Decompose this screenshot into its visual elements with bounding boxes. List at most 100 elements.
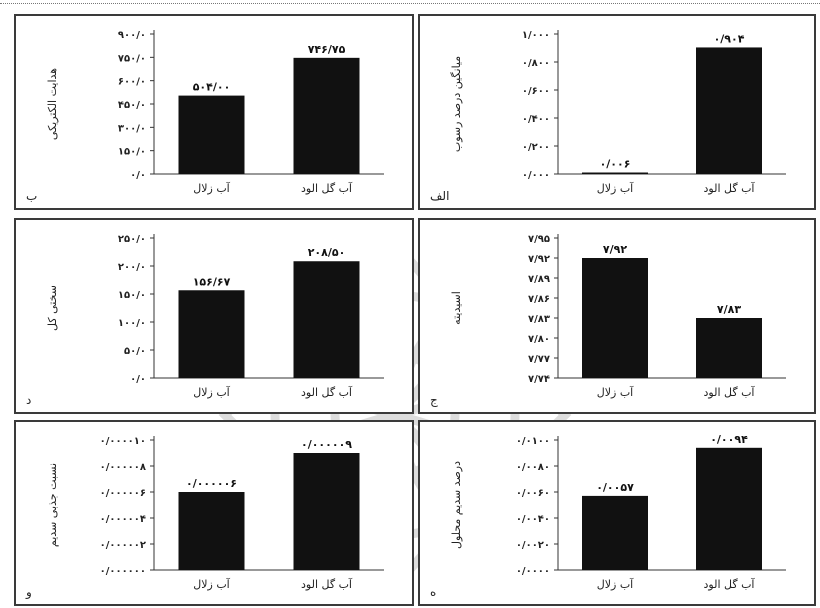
bar-value-label: ۰/۰۰۶ (600, 158, 631, 171)
bar (582, 495, 648, 570)
chart-panel-jim: اسیدیته ۷/۷۴ ۷/۷۷ ۷/۸۰ ۷/۸۳ ۷/۸۶ ۷/۸۹ ۷/۹۲ ۷/۹۵ ۷… (418, 218, 816, 414)
y-tick-label: ۵۰/۰ (124, 346, 146, 357)
panel-letter: د (26, 393, 31, 407)
y-tick-label: ۱۵۰/۰ (118, 290, 146, 301)
bar (178, 492, 245, 570)
y-tick-label: ۲۰۰/۰ (118, 262, 146, 273)
y-axis-label: نسبت جذبی سدیم (46, 463, 59, 547)
x-category-label: آب زلال (193, 385, 230, 399)
top-dotted-rule (0, 3, 820, 4)
chart-panel-vav: نسبت جذبی سدیم ۰/۰۰۰۰۰۰ ۰/۰۰۰۰۰۲ ۰/۰۰۰۰۰۴ ۰/… (14, 420, 414, 606)
bar (696, 318, 762, 378)
y-tick-label: ۰/۰۰۸۰ (516, 462, 550, 473)
y-tick-label: ۷/۸۶ (528, 294, 550, 305)
chart-svg-vav: نسبت جذبی سدیم ۰/۰۰۰۰۰۰ ۰/۰۰۰۰۰۲ ۰/۰۰۰۰۰۴ ۰/… (25, 436, 384, 600)
panel-letter: ب (26, 189, 37, 203)
x-category-label: آب زلال (597, 577, 634, 591)
y-tick-label: ۷۵۰/۰ (118, 53, 146, 64)
y-axis-label: اسیدیته (450, 291, 463, 325)
bar-value-label: ۷۴۶/۷۵ (308, 43, 346, 56)
x-category-label: آب زلال (597, 181, 634, 195)
bar-value-label: ۰/۰۰۰۰۰۶ (186, 477, 237, 490)
bar-value-label: ۰/۹۰۴ (714, 32, 745, 45)
bar (178, 290, 245, 378)
bar-value-label: ۷/۸۳ (717, 303, 741, 316)
chart-panel-dal: سختی کل ۰/۰ ۵۰/۰ ۱۰۰/۰ ۱۵۰/۰ ۲۰۰/۰ ۲۵۰/۰ ۱۵۶/۶۷… (14, 218, 414, 414)
y-tick-label: ۰/۶۰۰ (522, 86, 550, 97)
y-tick-label: ۷/۷۴ (528, 374, 550, 385)
bar (293, 57, 360, 174)
bar-value-label: ۰/۰۰۰۰۰۹ (301, 438, 352, 451)
y-tick-label: ۰/۰ (130, 374, 146, 385)
y-tick-label: ۱۵۰/۰ (118, 147, 146, 158)
x-category-label: آب گل الود (301, 385, 353, 399)
y-tick-label: ۴۵۰/۰ (118, 100, 146, 111)
chart-svg-dal: سختی کل ۰/۰ ۵۰/۰ ۱۰۰/۰ ۱۵۰/۰ ۲۰۰/۰ ۲۵۰/۰ ۱۵۶/۶۷… (26, 234, 384, 407)
y-tick-label: ۹۰۰/۰ (118, 30, 146, 41)
y-tick-label: ۰/۰۰۰ (522, 170, 550, 181)
y-tick-label: ۰/۰۰۰۰۰۴ (100, 514, 146, 525)
x-category-label: آب گل الود (704, 385, 756, 399)
y-tick-label: ۲۵۰/۰ (118, 234, 146, 245)
y-tick-label: ۱۰۰/۰ (118, 318, 146, 329)
y-tick-label: ۰/۸۰۰ (522, 58, 550, 69)
panel-letter: الف (430, 189, 449, 203)
x-category-label: آب گل الود (704, 577, 756, 591)
y-tick-label: ۷/۸۳ (528, 314, 550, 325)
y-tick-label: ۰/۴۰۰ (522, 114, 550, 125)
y-tick-label: ۷/۹۵ (528, 234, 550, 245)
bar (696, 447, 762, 570)
y-tick-label: ۰/۰۰۶۰ (516, 488, 550, 499)
bar-value-label: ۷/۹۲ (603, 243, 627, 256)
chart-svg-alef: میانگین درصد رسوب ۰/۰۰۰ ۰/۲۰۰ ۰/۴۰۰ ۰/۶۰۰ ۰/۸… (430, 30, 786, 203)
y-axis-label: میانگین درصد رسوب (450, 56, 463, 152)
panel-letter: ه (430, 585, 436, 599)
y-tick-label: ۰/۰۰۲۰ (516, 540, 550, 551)
x-category-label: آب زلال (193, 181, 230, 195)
bar-value-label: ۲۰۸/۵۰ (308, 246, 346, 259)
bar (582, 258, 648, 378)
y-tick-label: ۰/۰۱۰۰ (516, 436, 550, 447)
chart-svg-b: هدایت الکتریکی ۰/۰ ۱۵۰/۰ ۳۰۰/۰ ۴۵۰/۰ ۶۰۰/۰ ۷۵۰… (26, 30, 384, 203)
y-tick-label: ۰/۲۰۰ (522, 142, 550, 153)
y-tick-label: ۰/۰ (130, 170, 146, 181)
bar (178, 95, 245, 174)
bar-value-label: ۰/۰۰۵۷ (596, 481, 634, 494)
bar (582, 172, 648, 174)
y-tick-label: ۷/۷۷ (528, 354, 550, 365)
x-category-label: آب گل الود (301, 577, 353, 591)
y-axis-label: هدایت الکتریکی (46, 68, 59, 140)
panel-letter: و (25, 585, 32, 600)
y-tick-label: ۰/۰۰۰۰۰۶ (100, 488, 146, 499)
y-tick-label: ۱/۰۰۰ (522, 30, 550, 41)
y-tick-label: ۰/۰۰۰۰۱۰ (100, 436, 146, 447)
bar-value-label: ۵۰۴/۰۰ (193, 81, 231, 94)
chart-panel-b: هدایت الکتریکی ۰/۰ ۱۵۰/۰ ۳۰۰/۰ ۴۵۰/۰ ۶۰۰/۰ ۷۵۰… (14, 14, 414, 210)
x-category-label: آب زلال (597, 385, 634, 399)
x-category-label: آب گل الود (301, 181, 353, 195)
y-axis-label: سختی کل (46, 285, 59, 331)
bar-value-label: ۰/۰۰۹۴ (710, 433, 748, 446)
y-tick-label: ۷/۹۲ (528, 254, 550, 265)
y-tick-label: ۶۰۰/۰ (118, 77, 146, 88)
chart-panel-he: درصد سدیم محلول ۰/۰۰۰۰ ۰/۰۰۲۰ ۰/۰۰۴۰ ۰/۰۰۶۰ ۰… (418, 420, 816, 606)
bar (293, 453, 360, 570)
y-tick-label: ۰/۰۰۴۰ (516, 514, 550, 525)
panel-letter: ج (430, 393, 438, 407)
bar (696, 47, 762, 174)
y-tick-label: ۰/۰۰۰۰۰۸ (100, 462, 146, 473)
y-tick-label: ۰/۰۰۰۰۰۰ (100, 566, 146, 577)
y-tick-label: ۰/۰۰۰۰۰۲ (100, 540, 146, 551)
y-tick-label: ۰/۰۰۰۰ (516, 566, 550, 577)
chart-panel-alef: میانگین درصد رسوب ۰/۰۰۰ ۰/۲۰۰ ۰/۴۰۰ ۰/۶۰۰ ۰/۸… (418, 14, 816, 210)
y-axis-label: درصد سدیم محلول (450, 461, 463, 549)
y-tick-label: ۷/۸۹ (528, 274, 550, 285)
chart-svg-jim: اسیدیته ۷/۷۴ ۷/۷۷ ۷/۸۰ ۷/۸۳ ۷/۸۶ ۷/۸۹ ۷/۹۲ ۷/۹۵ ۷… (430, 234, 786, 407)
bar (293, 261, 360, 378)
y-tick-label: ۳۰۰/۰ (118, 123, 146, 134)
y-tick-label: ۷/۸۰ (528, 334, 550, 345)
x-category-label: آب زلال (193, 577, 230, 591)
chart-svg-he: درصد سدیم محلول ۰/۰۰۰۰ ۰/۰۰۲۰ ۰/۰۰۴۰ ۰/۰۰۶۰ ۰… (430, 433, 786, 599)
bar-value-label: ۱۵۶/۶۷ (193, 275, 231, 288)
x-category-label: آب گل الود (704, 181, 756, 195)
